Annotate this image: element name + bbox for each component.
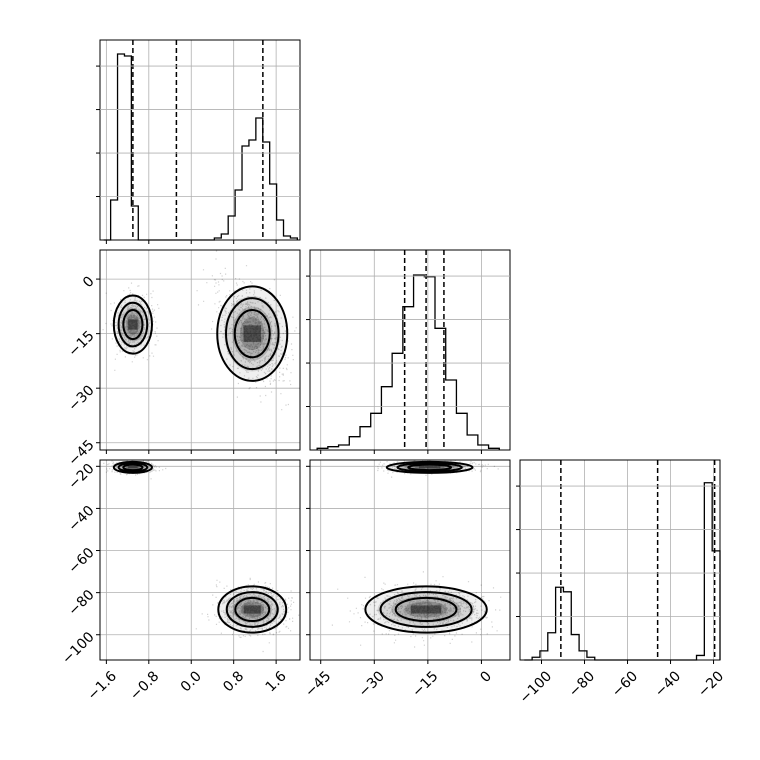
scatter-p1-p2-blob-1-density-0 <box>365 586 487 633</box>
scatter-p1-p2-blob-0-density-3 <box>414 465 445 470</box>
hist-p1-frame <box>309 249 511 451</box>
scatter-p1-p2-blob-1-density-2 <box>391 596 461 623</box>
scatter-p0-p2-blob-0-contour-0 <box>112 460 153 474</box>
scatter-p1-p2-blob-1-peak <box>410 605 442 614</box>
scatter-p1-p2-xtick-label-3: 0 <box>477 668 495 686</box>
scatter-p0-p1-blob-1-density-0 <box>217 286 288 381</box>
scatter-p0-p1-blob-1-density-2 <box>232 306 273 361</box>
hist-p0-frame <box>99 39 301 241</box>
scatter-p0-p1-blob-0-contour-2 <box>122 309 144 341</box>
scatter-p0-p1: 0−15−30−45 <box>65 249 301 469</box>
hist-p2-xtick-label-0: −100 <box>517 668 556 707</box>
scatter-p1-p2-xtick-label-1: −30 <box>356 668 388 700</box>
scatter-p1-p2-blob-0-contour-0 <box>385 460 474 474</box>
scatter-p1-p2-blob-1-density-1 <box>377 590 475 628</box>
scatter-p0-p1-blob-1-density-1 <box>224 295 281 372</box>
scatter-p0-p2-xtick-label-1: −0.8 <box>127 668 162 703</box>
scatter-p1-p2-xtick-label-2: −15 <box>409 668 441 700</box>
scatter-p0-p2-xtick-label-3: 0.8 <box>220 668 247 695</box>
hist-p2-steps <box>524 482 721 661</box>
hist-p0-steps <box>103 53 298 241</box>
scatter-p0-p2-points <box>103 460 300 653</box>
hist-p2-xtick-label-3: −40 <box>652 668 684 700</box>
hist-p2-xtick-label-2: −60 <box>609 668 641 700</box>
scatter-p0-p1-blob-0-contour-0 <box>112 294 153 355</box>
scatter-p0-p2-blob-1-peak <box>243 605 261 614</box>
scatter-p0-p1-points <box>102 250 297 411</box>
scatter-p1-p2-blob-1-samples <box>331 571 502 648</box>
scatter-p0-p2-blob-0-contour-1 <box>117 462 149 473</box>
scatter-p0-p2-blob-0-peak <box>128 466 138 469</box>
scatter-p0-p1-blob-1-contour-1 <box>224 297 280 371</box>
scatter-p0-p2-xtick-label-0: −1.6 <box>85 668 120 703</box>
scatter-p1-p2-points <box>331 460 502 648</box>
scatter-p0-p1-blob-0-density-2 <box>121 307 144 342</box>
scatter-p0-p1-ytick-label-2: −30 <box>65 383 97 415</box>
hist-p2-xtick-label-4: −20 <box>695 668 727 700</box>
scatter-p0-p1-blob-0-contour-1 <box>117 301 149 348</box>
scatter-p0-p2-ytick-label-1: −40 <box>65 503 97 535</box>
scatter-p0-p1-blob-0-density-3 <box>126 314 140 335</box>
scatter-p0-p2-blob-1-density-2 <box>232 596 272 623</box>
scatter-p1-p2-blob-0-contour-2 <box>407 463 453 472</box>
scatter-p0-p2-blob-1-density-1 <box>225 590 280 628</box>
scatter-p0-p1-blob-1-density-3 <box>240 317 265 351</box>
scatter-p1-p2-blob-1-contour-0 <box>364 585 488 634</box>
scatter-p0-p2-blob-0-contour-2 <box>122 463 144 472</box>
hist-p0 <box>96 39 301 244</box>
scatter-p0-p1-blob-0-peak <box>128 319 138 330</box>
scatter-p0-p2-blob-1-contour-1 <box>225 591 279 628</box>
scatter-p0-p1-blob-1-contour-0 <box>216 285 289 382</box>
scatter-p1-p2-blob-0-peak <box>418 466 441 469</box>
scatter-p1-p2-xtick-label-0: −45 <box>302 668 334 700</box>
scatter-p1-p2-frame <box>309 459 511 661</box>
hist-p2: −100 −80 −60 −40 −20 <box>516 459 727 707</box>
scatter-p0-p2-xtick-label-2: 0.0 <box>178 668 205 695</box>
scatter-p0-p1-blob-0-density-1 <box>117 301 149 348</box>
scatter-p0-p2-blob-1-contour-0 <box>217 585 288 634</box>
scatter-p0-p2-ytick-label-2: −60 <box>65 545 97 577</box>
scatter-p1-p2-blob-1-density-3 <box>404 601 448 618</box>
scatter-p0-p2-ytick-label-3: −80 <box>65 587 97 619</box>
scatter-p1-p2: −45 −30 −15 0 <box>302 459 511 701</box>
scatter-p0-p2-xtick-label-4: 1.6 <box>263 668 290 695</box>
scatter-p0-p2-blob-1-density-0 <box>218 586 287 633</box>
scatter-p1-p2-blob-0-contour-1 <box>396 462 463 473</box>
scatter-p0-p2-ytick-label-0: −20 <box>65 461 97 493</box>
hist-p2-frame <box>519 459 721 661</box>
scatter-p0-p2-ytick-label-4: −100 <box>59 629 98 668</box>
scatter-p0-p1-frame <box>99 249 301 451</box>
scatter-p0-p1-ytick-label-0: 0 <box>80 273 98 291</box>
scatter-p1-p2-blob-1-contour-2 <box>394 596 458 623</box>
scatter-p0-p1-blob-1-peak <box>243 325 262 342</box>
scatter-p1-p2-blob-1-contour-1 <box>379 591 473 628</box>
scatter-p0-p2-blob-1-contour-2 <box>234 596 271 623</box>
hist-p1-steps <box>316 274 500 450</box>
scatter-p0-p2-frame <box>99 459 301 661</box>
scatter-p0-p2-blob-1-density-3 <box>240 601 265 618</box>
scatter-p0-p1-ytick-label-1: −15 <box>65 328 97 360</box>
scatter-p0-p1-blob-1-contour-2 <box>233 309 271 359</box>
scatter-p0-p2-blob-0-density-3 <box>126 465 140 470</box>
hist-p2-xtick-label-1: −80 <box>566 668 598 700</box>
scatter-p0-p2: −1.6 −0.8 0.0 0.8 1.6 −20 −40 −60 −80 −100 <box>59 459 301 704</box>
hist-p1 <box>306 249 511 454</box>
